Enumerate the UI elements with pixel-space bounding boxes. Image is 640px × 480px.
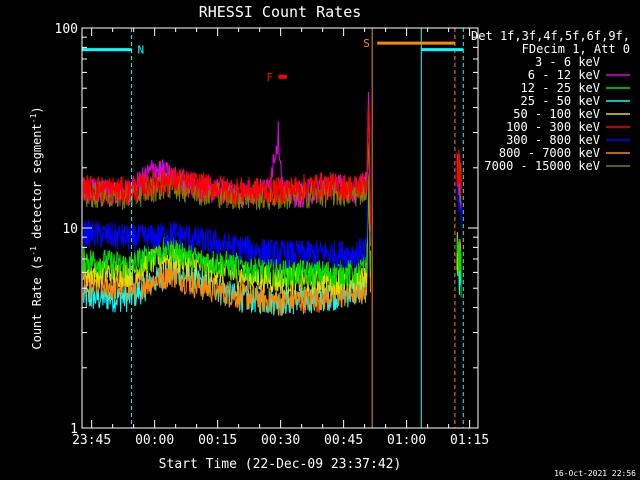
x-tick-label: 00:30 xyxy=(261,433,300,448)
flag-label-F: F xyxy=(267,71,274,84)
legend-entry-label: 100 - 300 keV xyxy=(506,120,600,134)
series-line-12to25keV xyxy=(82,141,371,288)
flag-label-S: S xyxy=(363,37,370,50)
x-tick-label: 00:45 xyxy=(324,433,363,448)
legend-entry-label: 12 - 25 keV xyxy=(521,81,600,95)
legend-entry-label: 300 - 800 keV xyxy=(506,133,600,147)
x-axis-label: Start Time (22-Dec-09 23:37:42) xyxy=(159,457,402,472)
legend-entry-label: 50 - 100 keV xyxy=(513,107,600,121)
series-line-6to12keV xyxy=(82,92,371,232)
legend-entry-label: 3 - 6 keV xyxy=(535,55,600,69)
legend: Det 1f,3f,4f,5f,6f,9f, FDecim 1, Att 0 3… xyxy=(471,29,630,173)
legend-entry-label: 800 - 7000 keV xyxy=(499,146,600,160)
x-tick-label: 01:00 xyxy=(387,433,426,448)
y-tick-label: 100 xyxy=(55,22,78,37)
legend-entry-label: 7000 - 15000 keV xyxy=(484,159,600,173)
y-tick-label: 10 xyxy=(62,222,78,237)
legend-header-line-1: Det 1f,3f,4f,5f,6f,9f, xyxy=(471,29,630,43)
chart-title: RHESSI Count Rates xyxy=(199,3,362,21)
x-tick-label: 23:45 xyxy=(72,433,111,448)
x-tick-label: 00:00 xyxy=(135,433,174,448)
legend-entry-label: 25 - 50 keV xyxy=(521,94,600,108)
y-tick-label: 1 xyxy=(70,422,78,437)
flag-label-N: N xyxy=(138,44,145,57)
series-tail-300to800keV xyxy=(456,176,462,226)
footer-timestamp: 16-Oct-2021 22:56 xyxy=(554,469,636,478)
legend-entry-label: 6 - 12 keV xyxy=(528,68,600,82)
y-axis-label: Count Rate (s-1 detector segment-1) xyxy=(29,106,44,349)
x-tick-label: 01:15 xyxy=(450,433,489,448)
legend-header-line-2: FDecim 1, Att 0 xyxy=(522,42,630,56)
x-tick-label: 00:15 xyxy=(198,433,237,448)
series-tail-12to25keV xyxy=(456,235,462,298)
series-tail-100to300keV xyxy=(456,149,462,197)
